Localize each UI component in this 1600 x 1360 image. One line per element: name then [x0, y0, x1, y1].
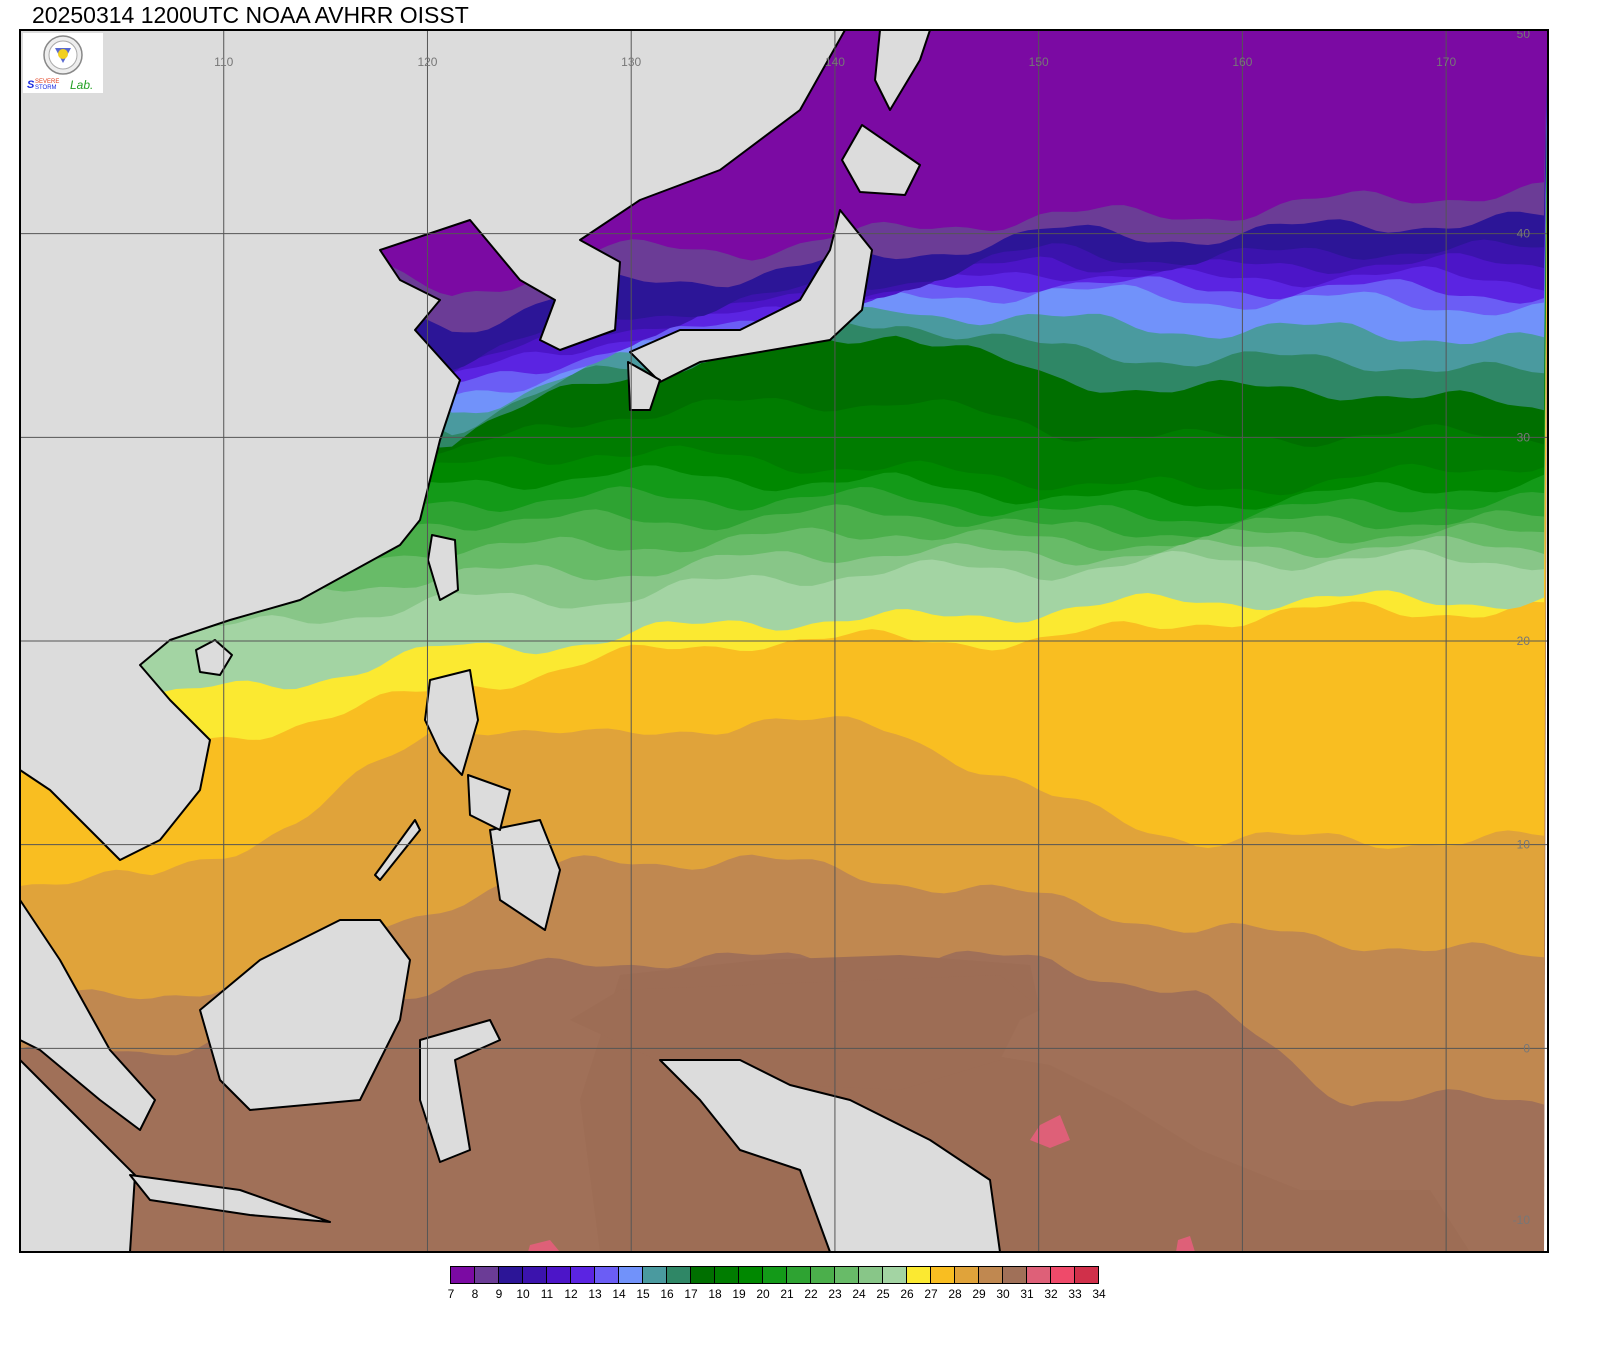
land-taiwan [427, 534, 459, 601]
colorbar-label: 11 [540, 1287, 554, 1301]
colorbar-label: 12 [564, 1287, 578, 1301]
colorbar-label: 26 [900, 1287, 914, 1301]
colorbar-swatch [883, 1267, 907, 1283]
colorbar-swatch [763, 1267, 787, 1283]
land-kamchatka [874, 30, 931, 111]
colorbar-swatch [643, 1267, 667, 1283]
colorbar-label: 33 [1068, 1287, 1082, 1301]
colorbar-swatch [811, 1267, 835, 1283]
colorbar-label: 28 [948, 1287, 962, 1301]
colorbar-label: 10 [516, 1287, 530, 1301]
colorbar-swatch [595, 1267, 619, 1283]
sst-patch-31 [1030, 1115, 1070, 1148]
colorbar-swatch [451, 1267, 475, 1283]
colorbar-label: 30 [996, 1287, 1010, 1301]
colorbar-label: 17 [684, 1287, 698, 1301]
colorbar-swatch [475, 1267, 499, 1283]
colorbar-swatch [1003, 1267, 1027, 1283]
colorbar-swatch [523, 1267, 547, 1283]
colorbar-swatch [955, 1267, 979, 1283]
land-java [129, 1174, 331, 1223]
colorbar-swatch [547, 1267, 571, 1283]
colorbar-swatch [859, 1267, 883, 1283]
lat-label: 30 [1517, 430, 1531, 444]
land-kyushu [627, 361, 661, 411]
land-borneo [199, 919, 411, 1111]
lon-label: 130 [621, 55, 641, 69]
lon-label: 120 [417, 55, 437, 69]
land-new-guinea [659, 1059, 1001, 1252]
colorbar-label: 32 [1044, 1287, 1058, 1301]
lon-label: 170 [1436, 55, 1456, 69]
colorbar-label: 24 [852, 1287, 866, 1301]
colorbar-label: 13 [588, 1287, 602, 1301]
colorbar-label: 20 [756, 1287, 770, 1301]
svg-text:SEVERE: SEVERE [35, 79, 59, 85]
colorbar [450, 1266, 1099, 1284]
land-asia-mainland [20, 30, 846, 861]
colorbar-swatch [931, 1267, 955, 1283]
colorbar-label: 15 [636, 1287, 650, 1301]
colorbar-label: 18 [708, 1287, 722, 1301]
map-title: 20250314 1200UTC NOAA AVHRR OISST [32, 2, 469, 28]
lat-label: 20 [1517, 634, 1531, 648]
land-mindanao [489, 819, 561, 931]
land-masses [20, 30, 1001, 1252]
svg-text:S: S [27, 79, 35, 91]
colorbar-label: 21 [780, 1287, 794, 1301]
colorbar-label: 25 [876, 1287, 890, 1301]
lat-label: 40 [1517, 227, 1531, 241]
severe-storm-lab-logo: S SEVERE STORM Lab. [23, 33, 103, 93]
land-palawan [374, 819, 421, 881]
colorbar-swatch [1075, 1267, 1098, 1283]
colorbar-label: 9 [495, 1287, 503, 1301]
svg-text:Lab.: Lab. [70, 78, 93, 92]
colorbar-swatch [619, 1267, 643, 1283]
colorbar-label: 27 [924, 1287, 938, 1301]
lat-label: 0 [1523, 1041, 1530, 1055]
land-hokkaido [841, 124, 921, 196]
lat-label: 10 [1517, 838, 1531, 852]
colorbar-label: 29 [972, 1287, 986, 1301]
lat-label: -10 [1513, 1213, 1531, 1227]
colorbar-label: 8 [471, 1287, 479, 1301]
colorbar-label: 7 [447, 1287, 455, 1301]
colorbar-swatch [787, 1267, 811, 1283]
colorbar-swatch [907, 1267, 931, 1283]
colorbar-swatch [1027, 1267, 1051, 1283]
sst-patch-31 [528, 1240, 560, 1252]
colorbar-swatch [1051, 1267, 1075, 1283]
colorbar-label: 34 [1092, 1287, 1106, 1301]
lon-label: 150 [1029, 55, 1049, 69]
land-sulawesi [419, 1019, 501, 1163]
colorbar-swatch [667, 1267, 691, 1283]
colorbar-swatch [499, 1267, 523, 1283]
svg-text:STORM: STORM [35, 85, 57, 91]
colorbar-label: 31 [1020, 1287, 1034, 1301]
land-luzon [424, 669, 479, 776]
colorbar-label: 14 [612, 1287, 626, 1301]
lon-label: 160 [1232, 55, 1252, 69]
land-malay-peninsula [20, 899, 156, 1131]
colorbar-label: 23 [828, 1287, 842, 1301]
land-hainan [195, 639, 233, 676]
colorbar-swatch [835, 1267, 859, 1283]
colorbar-swatch [979, 1267, 1003, 1283]
lon-label: 110 [214, 55, 233, 69]
map-frame [19, 29, 1549, 1253]
land-visayas [467, 774, 511, 831]
colorbar-swatch [739, 1267, 763, 1283]
colorbar-swatch [691, 1267, 715, 1283]
colorbar-swatch [571, 1267, 595, 1283]
lon-label: 140 [825, 55, 845, 69]
colorbar-swatch [715, 1267, 739, 1283]
colorbar-label: 19 [732, 1287, 746, 1301]
colorbar-label: 22 [804, 1287, 818, 1301]
colorbar-label: 16 [660, 1287, 674, 1301]
sst-patch-31 [1176, 1236, 1195, 1252]
